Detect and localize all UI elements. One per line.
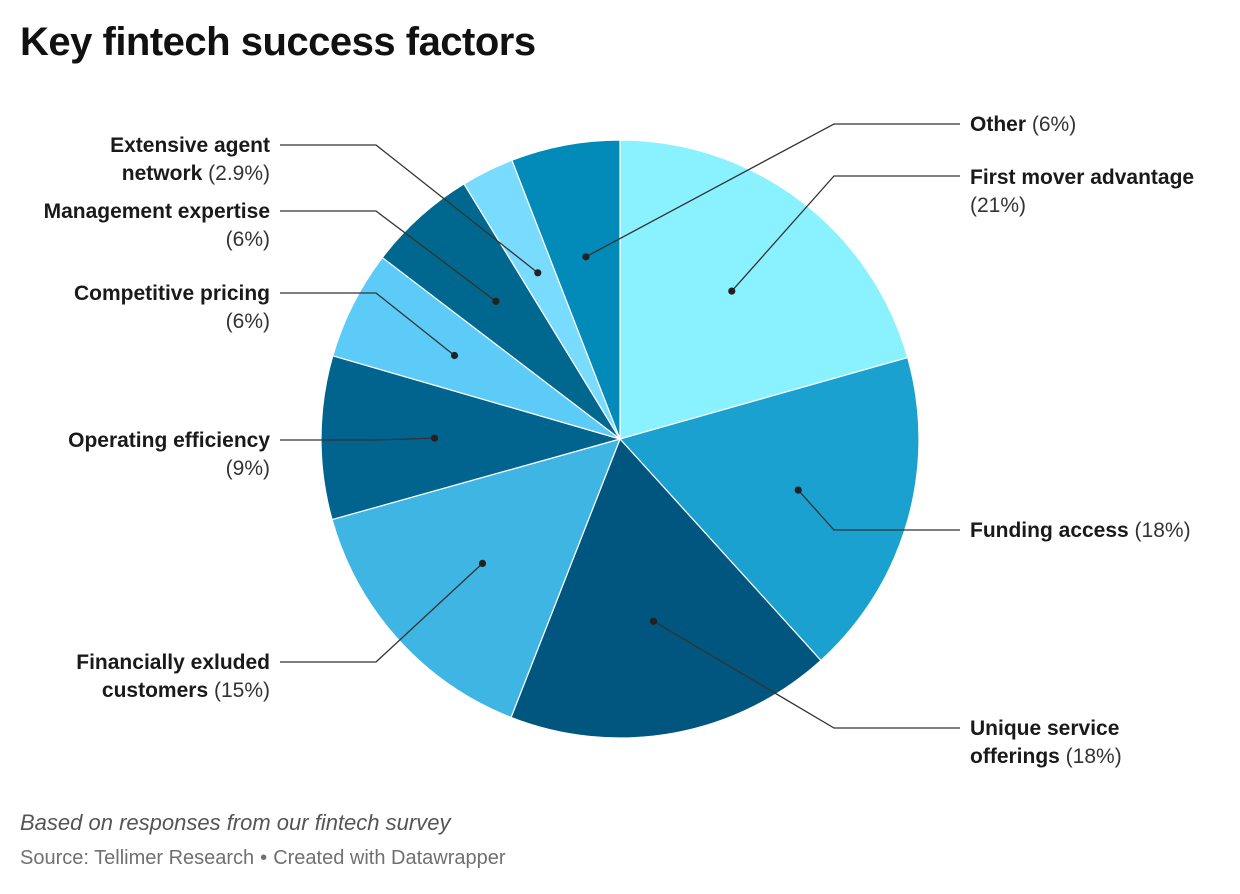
leader-dot-financially-exluded-customers xyxy=(478,559,487,568)
leader-line-management-expertise xyxy=(280,210,497,302)
leader-dot-extensive-agent-network xyxy=(534,269,542,277)
pie-slice-unique-service-offerings xyxy=(510,437,822,739)
footer-separator: • xyxy=(260,847,268,869)
leader-line-competitive-pricing xyxy=(280,292,455,357)
leader-dot-unique-service-offerings xyxy=(649,617,658,625)
leader-lines xyxy=(280,123,960,729)
chart-source: Source: Tellimer Research • Created with D… xyxy=(20,847,506,870)
pie-chart: First mover advantage (21%) Funding access… xyxy=(44,113,1195,768)
leader-line-first-mover-advantage xyxy=(731,175,960,292)
leader-line-unique-service-offerings xyxy=(653,620,960,729)
pie-slice-first-mover-advantage xyxy=(619,139,909,440)
leader-dot-first-mover-advantage xyxy=(728,287,736,295)
leader-line-operating-efficiency xyxy=(280,437,435,441)
slice-label-management-expertise: Management expertise (6%) xyxy=(44,200,270,251)
created-with-text: Created with Datawrapper xyxy=(273,847,506,869)
pie-slice-funding-access xyxy=(618,356,920,662)
slice-label-first-mover-advantage: First mover advantage (21%) xyxy=(970,166,1194,217)
slice-label-unique-service-offerings: Unique service offerings (18%) xyxy=(970,717,1122,768)
leader-line-extensive-agent-network xyxy=(280,144,539,274)
leader-dot-operating-efficiency xyxy=(431,434,439,442)
source-text: Source: Tellimer Research xyxy=(20,847,255,869)
chart-title: Key fintech success factors xyxy=(20,20,536,64)
slice-label-funding-access: Funding access (18%) xyxy=(970,519,1191,542)
leader-dot-competitive-pricing xyxy=(450,351,459,360)
pie-slice-financially-exluded-customers xyxy=(331,438,621,719)
leader-line-funding-access xyxy=(797,489,960,531)
chart-notes: Based on responses from our fintech surv… xyxy=(20,810,451,835)
leader-dot-funding-access xyxy=(794,486,802,494)
leader-line-financially-exluded-customers xyxy=(280,562,483,663)
pie-slice-other xyxy=(511,139,621,440)
slice-label-financially-exluded-customers: Financially exluded customers (15%) xyxy=(76,651,270,702)
slice-label-operating-efficiency: Operating efficiency (9%) xyxy=(68,429,270,480)
pie-slices xyxy=(320,139,920,739)
slice-label-other: Other (6%) xyxy=(970,113,1076,136)
slice-label-extensive-agent-network: Extensive agent network (2.9%) xyxy=(110,134,270,185)
leader-line-other xyxy=(585,123,960,258)
leader-dot-management-expertise xyxy=(492,297,500,305)
pie-slice-operating-efficiency xyxy=(320,355,623,521)
leader-dot-other xyxy=(582,253,590,261)
slice-label-competitive-pricing: Competitive pricing (6%) xyxy=(74,282,270,333)
slice-labels: First mover advantage (21%) Funding access… xyxy=(44,113,1195,768)
